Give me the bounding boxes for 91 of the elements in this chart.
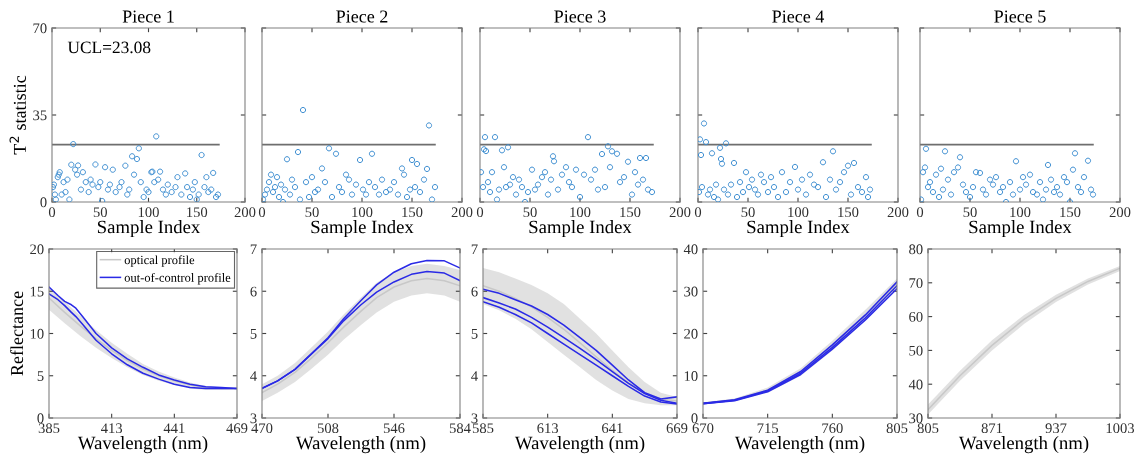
y-tick-label: 0	[37, 413, 44, 424]
y-tick-label: 6	[471, 286, 478, 297]
chart-title: Piece 5	[994, 10, 1046, 23]
x-tick-label: 200	[887, 207, 909, 218]
x-tick-label: 100	[570, 207, 591, 218]
x-tick-label: 546	[383, 423, 405, 434]
y-tick-label: 4	[250, 371, 257, 381]
x-tick-label: 669	[666, 423, 688, 434]
x-tick-label: 200	[451, 207, 473, 218]
y-tick-label: 20	[684, 328, 698, 339]
y-tick-label: 15	[30, 286, 44, 297]
x-tick-label: 760	[822, 423, 843, 434]
x-tick-label: 385	[38, 423, 60, 434]
y-axis-title: T$^{2}$ statistic	[9, 75, 26, 155]
y-tick-label: 70	[33, 23, 47, 34]
y-tick-label: 3	[250, 413, 257, 424]
x-tick-label: 469	[226, 423, 248, 434]
x-axis-title: Sample Index	[97, 220, 201, 238]
x-tick-label: 150	[1060, 207, 1081, 218]
y-tick-label: 20	[30, 244, 44, 255]
x-axis-title: Sample Index	[311, 220, 414, 238]
x-axis-title: Sample Index	[747, 220, 850, 238]
x-axis-title: Wavelength (nm)	[77, 436, 208, 454]
y-tick-label: 10	[684, 371, 698, 381]
x-tick-label: 1003	[1106, 423, 1135, 434]
x-tick-label: 100	[788, 207, 809, 218]
x-tick-label: 150	[402, 207, 423, 218]
y-tick-label: 70	[909, 278, 923, 288]
x-axis-title: Sample Index	[529, 220, 632, 238]
x-tick-label: 805	[886, 423, 908, 434]
x-tick-label: 150	[187, 207, 208, 218]
legend-label: optical profile	[124, 255, 195, 267]
y-tick-label: 35	[33, 110, 47, 121]
x-axis-title: Wavelength (nm)	[958, 436, 1089, 454]
y-tick-label: 30	[909, 413, 923, 424]
chart-title: Piece 3	[554, 10, 606, 23]
x-tick-label: 200	[669, 207, 691, 218]
annotation: UCL=23.08	[67, 41, 151, 54]
x-tick-label: 805	[917, 423, 939, 434]
x-tick-label: 470	[251, 423, 273, 434]
x-tick-label: 200	[1109, 207, 1131, 218]
y-tick-label: 10	[30, 328, 44, 339]
y-tick-label: 4	[471, 371, 478, 381]
x-tick-label: 50	[741, 207, 755, 218]
x-tick-label: 0	[48, 207, 56, 218]
x-tick-label: 413	[101, 423, 123, 434]
x-tick-label: 937	[1045, 423, 1067, 434]
y-tick-label: 50	[909, 345, 923, 356]
x-tick-label: 0	[258, 207, 266, 218]
x-axis-title: Sample Index	[969, 220, 1072, 238]
y-axis-title: Reflectance	[10, 291, 24, 376]
legend-label: out-of-control profile	[124, 272, 231, 285]
y-tick-label: 0	[40, 197, 47, 208]
y-tick-label: 80	[909, 244, 923, 255]
chart-title: Piece 4	[772, 10, 825, 23]
y-tick-label: 5	[471, 329, 478, 339]
x-tick-label: 441	[163, 423, 185, 433]
y-tick-label: 5	[37, 371, 44, 381]
y-tick-label: 30	[684, 286, 698, 297]
x-tick-label: 150	[838, 207, 859, 218]
y-tick-label: 6	[250, 286, 257, 297]
x-tick-label: 585	[472, 423, 494, 434]
x-tick-label: 584	[449, 423, 471, 434]
x-axis-title: Wavelength (nm)	[514, 436, 645, 454]
x-tick-label: 715	[757, 423, 779, 434]
x-axis-title: Wavelength (nm)	[295, 436, 426, 454]
y-tick-label: 3	[471, 413, 478, 424]
x-tick-label: 200	[234, 207, 256, 218]
x-tick-label: 613	[537, 423, 559, 434]
y-tick-label: 7	[250, 244, 257, 255]
chart-title: Piece 1	[122, 10, 174, 23]
x-tick-label: 100	[1010, 207, 1031, 218]
y-tick-label: 0	[691, 413, 698, 424]
y-tick-label: 60	[909, 311, 923, 322]
x-tick-label: 670	[692, 423, 714, 434]
x-tick-label: 871	[981, 423, 1003, 434]
y-tick-label: 5	[250, 329, 257, 339]
x-tick-label: 100	[138, 207, 159, 218]
x-tick-label: 150	[620, 207, 641, 218]
y-tick-label: 7	[471, 244, 478, 255]
y-tick-label: 40	[908, 379, 923, 390]
x-tick-label: 50	[963, 207, 977, 218]
x-tick-label: 50	[305, 207, 319, 218]
y-tick-label: 40	[683, 244, 698, 255]
chart-title: Piece 2	[336, 10, 388, 23]
x-axis-title: Wavelength (nm)	[734, 436, 865, 454]
x-tick-label: 641	[602, 423, 623, 434]
x-tick-label: 50	[523, 207, 537, 218]
x-tick-label: 100	[352, 207, 373, 218]
x-tick-label: 50	[93, 207, 107, 218]
x-tick-label: 508	[317, 423, 339, 434]
